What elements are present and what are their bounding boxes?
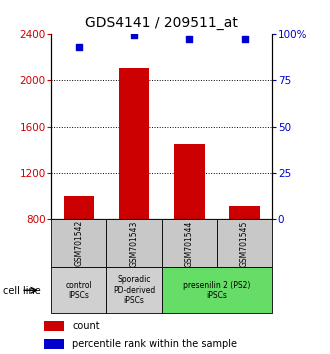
Bar [51,267,106,313]
Text: control
IPSCs: control IPSCs [65,281,92,300]
Bar [119,68,149,219]
Text: Sporadic
PD-derived
iPSCs: Sporadic PD-derived iPSCs [113,275,155,305]
Point [187,36,192,42]
Point [131,33,137,38]
Text: GSM701545: GSM701545 [240,220,249,267]
Text: count: count [72,321,100,331]
Bar [174,144,205,219]
Bar [44,321,64,331]
Bar [229,206,260,219]
Bar [162,267,272,313]
Title: GDS4141 / 209511_at: GDS4141 / 209511_at [85,16,238,30]
Bar [51,219,106,267]
Bar [64,196,94,219]
Text: GSM701544: GSM701544 [185,220,194,267]
Text: cell line: cell line [3,286,41,296]
Bar [106,267,162,313]
Bar [106,219,162,267]
Point [76,44,82,50]
Text: GSM701543: GSM701543 [130,220,139,267]
Text: presenilin 2 (PS2)
iPSCs: presenilin 2 (PS2) iPSCs [183,281,251,300]
Text: GSM701542: GSM701542 [74,220,83,267]
Bar [217,219,272,267]
Text: percentile rank within the sample: percentile rank within the sample [72,339,237,349]
Bar [162,219,217,267]
Bar [44,339,64,349]
Point [242,36,247,42]
